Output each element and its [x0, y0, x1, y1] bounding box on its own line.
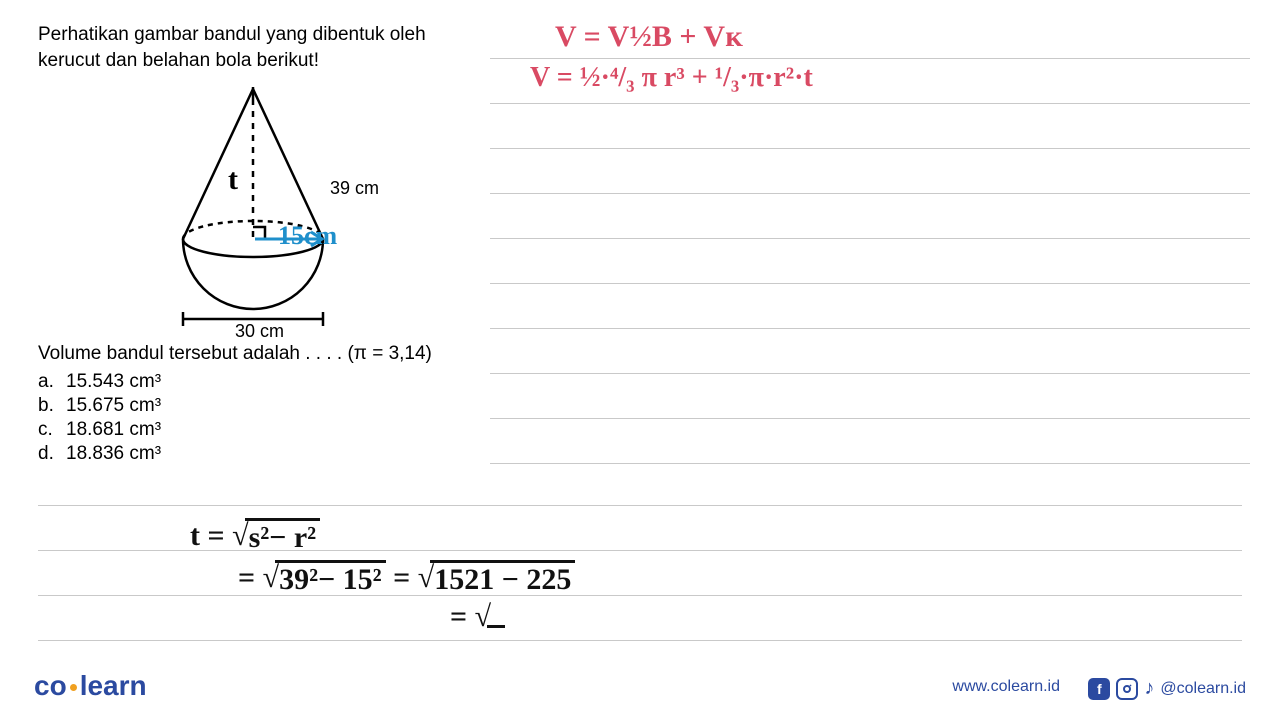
- options-list: a.15.543 cm³ b.15.675 cm³ c.18.681 cm³ d…: [38, 371, 468, 465]
- diagram-svg: 39 cm 30 cm t: [38, 79, 468, 339]
- option-b: b.15.675 cm³: [38, 395, 468, 417]
- rule-line: [490, 373, 1250, 374]
- instagram-icon[interactable]: [1116, 678, 1138, 700]
- problem-line2: kerucut dan belahan bola berikut!: [38, 50, 319, 71]
- diameter-label: 30 cm: [235, 321, 284, 339]
- social-block: f ♪ @colearn.id: [1088, 677, 1246, 700]
- logo-co: co: [34, 670, 67, 701]
- rule-line: [490, 193, 1250, 194]
- tiktok-icon[interactable]: ♪: [1144, 677, 1154, 700]
- slant-label: 39 cm: [330, 178, 379, 198]
- pendulum-diagram: 39 cm 30 cm t 15cm: [38, 79, 468, 339]
- work-black-line3: = √: [450, 600, 505, 634]
- rule-line-full: [38, 595, 1242, 596]
- ruled-notepad: [490, 58, 1250, 478]
- work-red-line2: V = ½·⁴/₃ π r³ + ¹/₃·π·r²·t: [530, 62, 813, 94]
- facebook-icon[interactable]: f: [1088, 678, 1110, 700]
- rule-line-full: [38, 505, 1242, 506]
- rule-line: [490, 103, 1250, 104]
- rule-line: [490, 148, 1250, 149]
- problem-panel: Perhatikan gambar bandul yang dibentuk o…: [38, 22, 468, 467]
- rule-line: [490, 418, 1250, 419]
- logo-learn: learn: [80, 670, 147, 701]
- height-symbol: t: [228, 163, 238, 196]
- rule-line: [490, 58, 1250, 59]
- website-link[interactable]: www.colearn.id: [952, 678, 1060, 696]
- footer: colearn www.colearn.id f ♪ @colearn.id: [0, 666, 1280, 702]
- logo: colearn: [34, 670, 147, 702]
- question-line: Volume bandul tersebut adalah . . . . (π…: [38, 343, 468, 365]
- rule-line-full: [38, 640, 1242, 641]
- problem-text: Perhatikan gambar bandul yang dibentuk o…: [38, 22, 468, 73]
- social-handle[interactable]: @colearn.id: [1160, 680, 1246, 698]
- work-red-line1: V = V½B + Vᴋ: [555, 20, 743, 54]
- rule-line: [490, 238, 1250, 239]
- radius-annotation: 15cm: [278, 221, 337, 251]
- rule-line: [490, 283, 1250, 284]
- work-black-line2: = √39²− 15² = √1521 − 225: [238, 558, 575, 595]
- work-black-line1: t = √s²− r²: [190, 516, 320, 553]
- logo-dot-icon: [70, 684, 77, 691]
- rule-line: [490, 328, 1250, 329]
- option-a: a.15.543 cm³: [38, 371, 468, 393]
- problem-line1: Perhatikan gambar bandul yang dibentuk o…: [38, 24, 426, 45]
- rule-line: [490, 463, 1250, 464]
- option-c: c.18.681 cm³: [38, 419, 468, 441]
- option-d: d.18.836 cm³: [38, 443, 468, 465]
